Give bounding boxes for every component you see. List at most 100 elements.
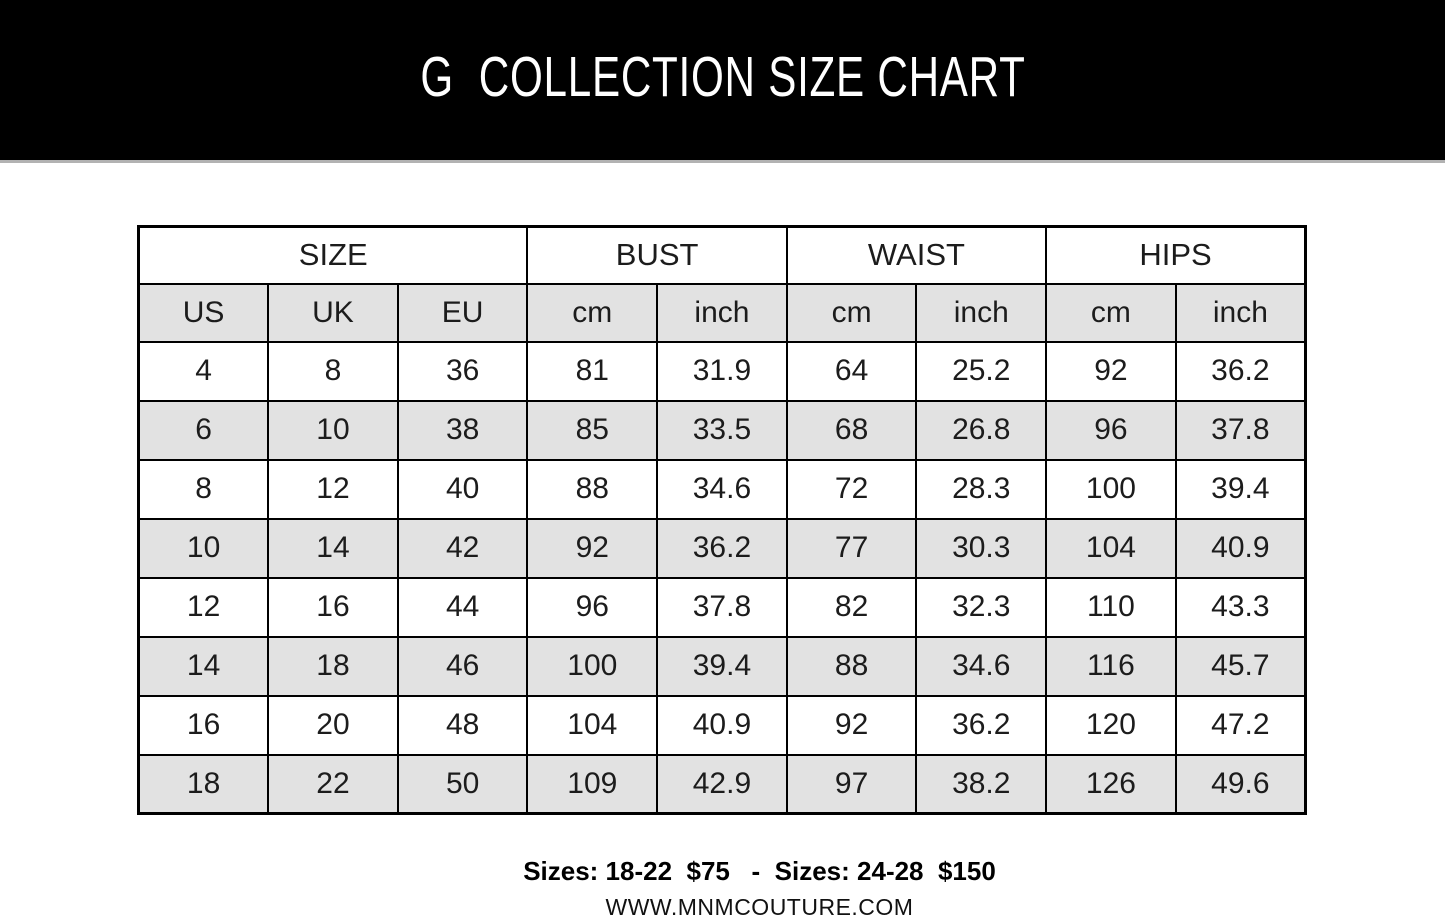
size-value-cell: 25.2 xyxy=(915,340,1048,402)
size-value-cell: 38.2 xyxy=(915,753,1048,815)
size-value-cell: 46 xyxy=(396,635,529,697)
table-row: 12 16 44 96 37.8 82 32.3 110 43.3 xyxy=(137,576,1307,638)
column-header-1: UK xyxy=(267,282,399,343)
column-header-8: inch xyxy=(1174,282,1307,343)
size-value-cell: 47.2 xyxy=(1174,694,1307,756)
size-value-cell: 12 xyxy=(267,458,399,520)
size-value-cell: 72 xyxy=(785,458,918,520)
size-value-cell: 96 xyxy=(526,576,659,638)
size-value-cell: 100 xyxy=(526,635,659,697)
size-value-cell: 32.3 xyxy=(915,576,1048,638)
chart-area: SIZE BUST WAIST HIPS US UK EU cm inch cm inch cm in… xyxy=(0,225,1445,919)
size-value-cell: 40.9 xyxy=(1174,517,1307,579)
size-value-cell: 30.3 xyxy=(915,517,1048,579)
size-value-cell: 4 xyxy=(137,340,270,402)
group-header-hips: HIPS xyxy=(1045,225,1307,285)
size-value-cell: 44 xyxy=(396,576,529,638)
size-value-cell: 43.3 xyxy=(1174,576,1307,638)
size-value-cell: 81 xyxy=(526,340,659,402)
size-value-cell: 33.5 xyxy=(656,399,788,461)
size-value-cell: 36.2 xyxy=(656,517,788,579)
size-value-cell: 38 xyxy=(396,399,529,461)
size-value-cell: 40.9 xyxy=(656,694,788,756)
group-header-waist: WAIST xyxy=(785,225,1048,285)
size-value-cell: 37.8 xyxy=(656,576,788,638)
group-header-bust: BUST xyxy=(526,225,788,285)
table-row: 18 22 50 109 42.9 97 38.2 126 49.6 xyxy=(137,753,1307,815)
column-header-6: inch xyxy=(915,282,1048,343)
size-value-cell: 126 xyxy=(1045,753,1177,815)
size-value-cell: 20 xyxy=(267,694,399,756)
size-value-cell: 96 xyxy=(1045,399,1177,461)
column-header-2: EU xyxy=(396,282,529,343)
column-header-5: cm xyxy=(785,282,918,343)
size-value-cell: 22 xyxy=(267,753,399,815)
website-url: WWW.MNMCOUTURE.COM xyxy=(605,894,914,920)
size-value-cell: 104 xyxy=(526,694,659,756)
column-header-3: cm xyxy=(526,282,659,343)
table-row: 14 18 46 100 39.4 88 34.6 116 45.7 xyxy=(137,635,1307,697)
size-value-cell: 100 xyxy=(1045,458,1177,520)
size-value-cell: 92 xyxy=(526,517,659,579)
size-value-cell: 110 xyxy=(1045,576,1177,638)
size-value-cell: 16 xyxy=(137,694,270,756)
size-value-cell: 16 xyxy=(267,576,399,638)
table-row: 8 12 40 88 34.6 72 28.3 100 39.4 xyxy=(137,458,1307,520)
pricing-note: Sizes: 18-22 $75 - Sizes: 24-28 $150 xyxy=(523,856,996,886)
table-row: 4 8 36 81 31.9 64 25.2 92 36.2 xyxy=(137,340,1307,402)
table-row: 10 14 42 92 36.2 77 30.3 104 40.9 xyxy=(137,517,1307,579)
group-header-size: SIZE xyxy=(137,225,529,285)
size-value-cell: 39.4 xyxy=(656,635,788,697)
size-value-cell: 82 xyxy=(785,576,918,638)
size-value-cell: 31.9 xyxy=(656,340,788,402)
header-banner: G COLLECTION SIZE CHART xyxy=(0,0,1445,163)
size-value-cell: 116 xyxy=(1045,635,1177,697)
size-value-cell: 120 xyxy=(1045,694,1177,756)
page-title: G COLLECTION SIZE CHART xyxy=(419,45,1026,109)
size-value-cell: 36.2 xyxy=(915,694,1048,756)
size-value-cell: 6 xyxy=(137,399,270,461)
size-value-cell: 88 xyxy=(526,458,659,520)
table-row: 6 10 38 85 33.5 68 26.8 96 37.8 xyxy=(137,399,1307,461)
column-header-0: US xyxy=(137,282,270,343)
size-value-cell: 48 xyxy=(396,694,529,756)
size-value-cell: 77 xyxy=(785,517,918,579)
table-row: 16 20 48 104 40.9 92 36.2 120 47.2 xyxy=(137,694,1307,756)
size-value-cell: 10 xyxy=(137,517,270,579)
size-value-cell: 12 xyxy=(137,576,270,638)
size-value-cell: 97 xyxy=(785,753,918,815)
size-value-cell: 92 xyxy=(785,694,918,756)
size-value-cell: 64 xyxy=(785,340,918,402)
table-head: SIZE BUST WAIST HIPS US UK EU cm inch cm inch cm in… xyxy=(137,225,1307,343)
size-chart-table: SIZE BUST WAIST HIPS US UK EU cm inch cm inch cm in… xyxy=(137,225,1307,815)
size-value-cell: 49.6 xyxy=(1174,753,1307,815)
size-value-cell: 104 xyxy=(1045,517,1177,579)
size-value-cell: 88 xyxy=(785,635,918,697)
size-value-cell: 68 xyxy=(785,399,918,461)
size-value-cell: 36 xyxy=(396,340,529,402)
column-header-row: US UK EU cm inch cm inch cm inch xyxy=(137,282,1307,343)
size-value-cell: 36.2 xyxy=(1174,340,1307,402)
size-value-cell: 39.4 xyxy=(1174,458,1307,520)
size-value-cell: 109 xyxy=(526,753,659,815)
size-value-cell: 37.8 xyxy=(1174,399,1307,461)
size-value-cell: 10 xyxy=(267,399,399,461)
size-value-cell: 85 xyxy=(526,399,659,461)
size-value-cell: 8 xyxy=(267,340,399,402)
size-value-cell: 34.6 xyxy=(915,635,1048,697)
size-value-cell: 50 xyxy=(396,753,529,815)
size-value-cell: 8 xyxy=(137,458,270,520)
size-value-cell: 42.9 xyxy=(656,753,788,815)
size-value-cell: 28.3 xyxy=(915,458,1048,520)
size-value-cell: 14 xyxy=(137,635,270,697)
size-value-cell: 26.8 xyxy=(915,399,1048,461)
size-value-cell: 34.6 xyxy=(656,458,788,520)
size-value-cell: 42 xyxy=(396,517,529,579)
column-header-7: cm xyxy=(1045,282,1177,343)
table-body: 4 8 36 81 31.9 64 25.2 92 36.2 6 10 38 85 33.5 68 26.8 9… xyxy=(137,340,1307,815)
size-value-cell: 18 xyxy=(137,753,270,815)
size-value-cell: 18 xyxy=(267,635,399,697)
size-value-cell: 40 xyxy=(396,458,529,520)
size-value-cell: 14 xyxy=(267,517,399,579)
